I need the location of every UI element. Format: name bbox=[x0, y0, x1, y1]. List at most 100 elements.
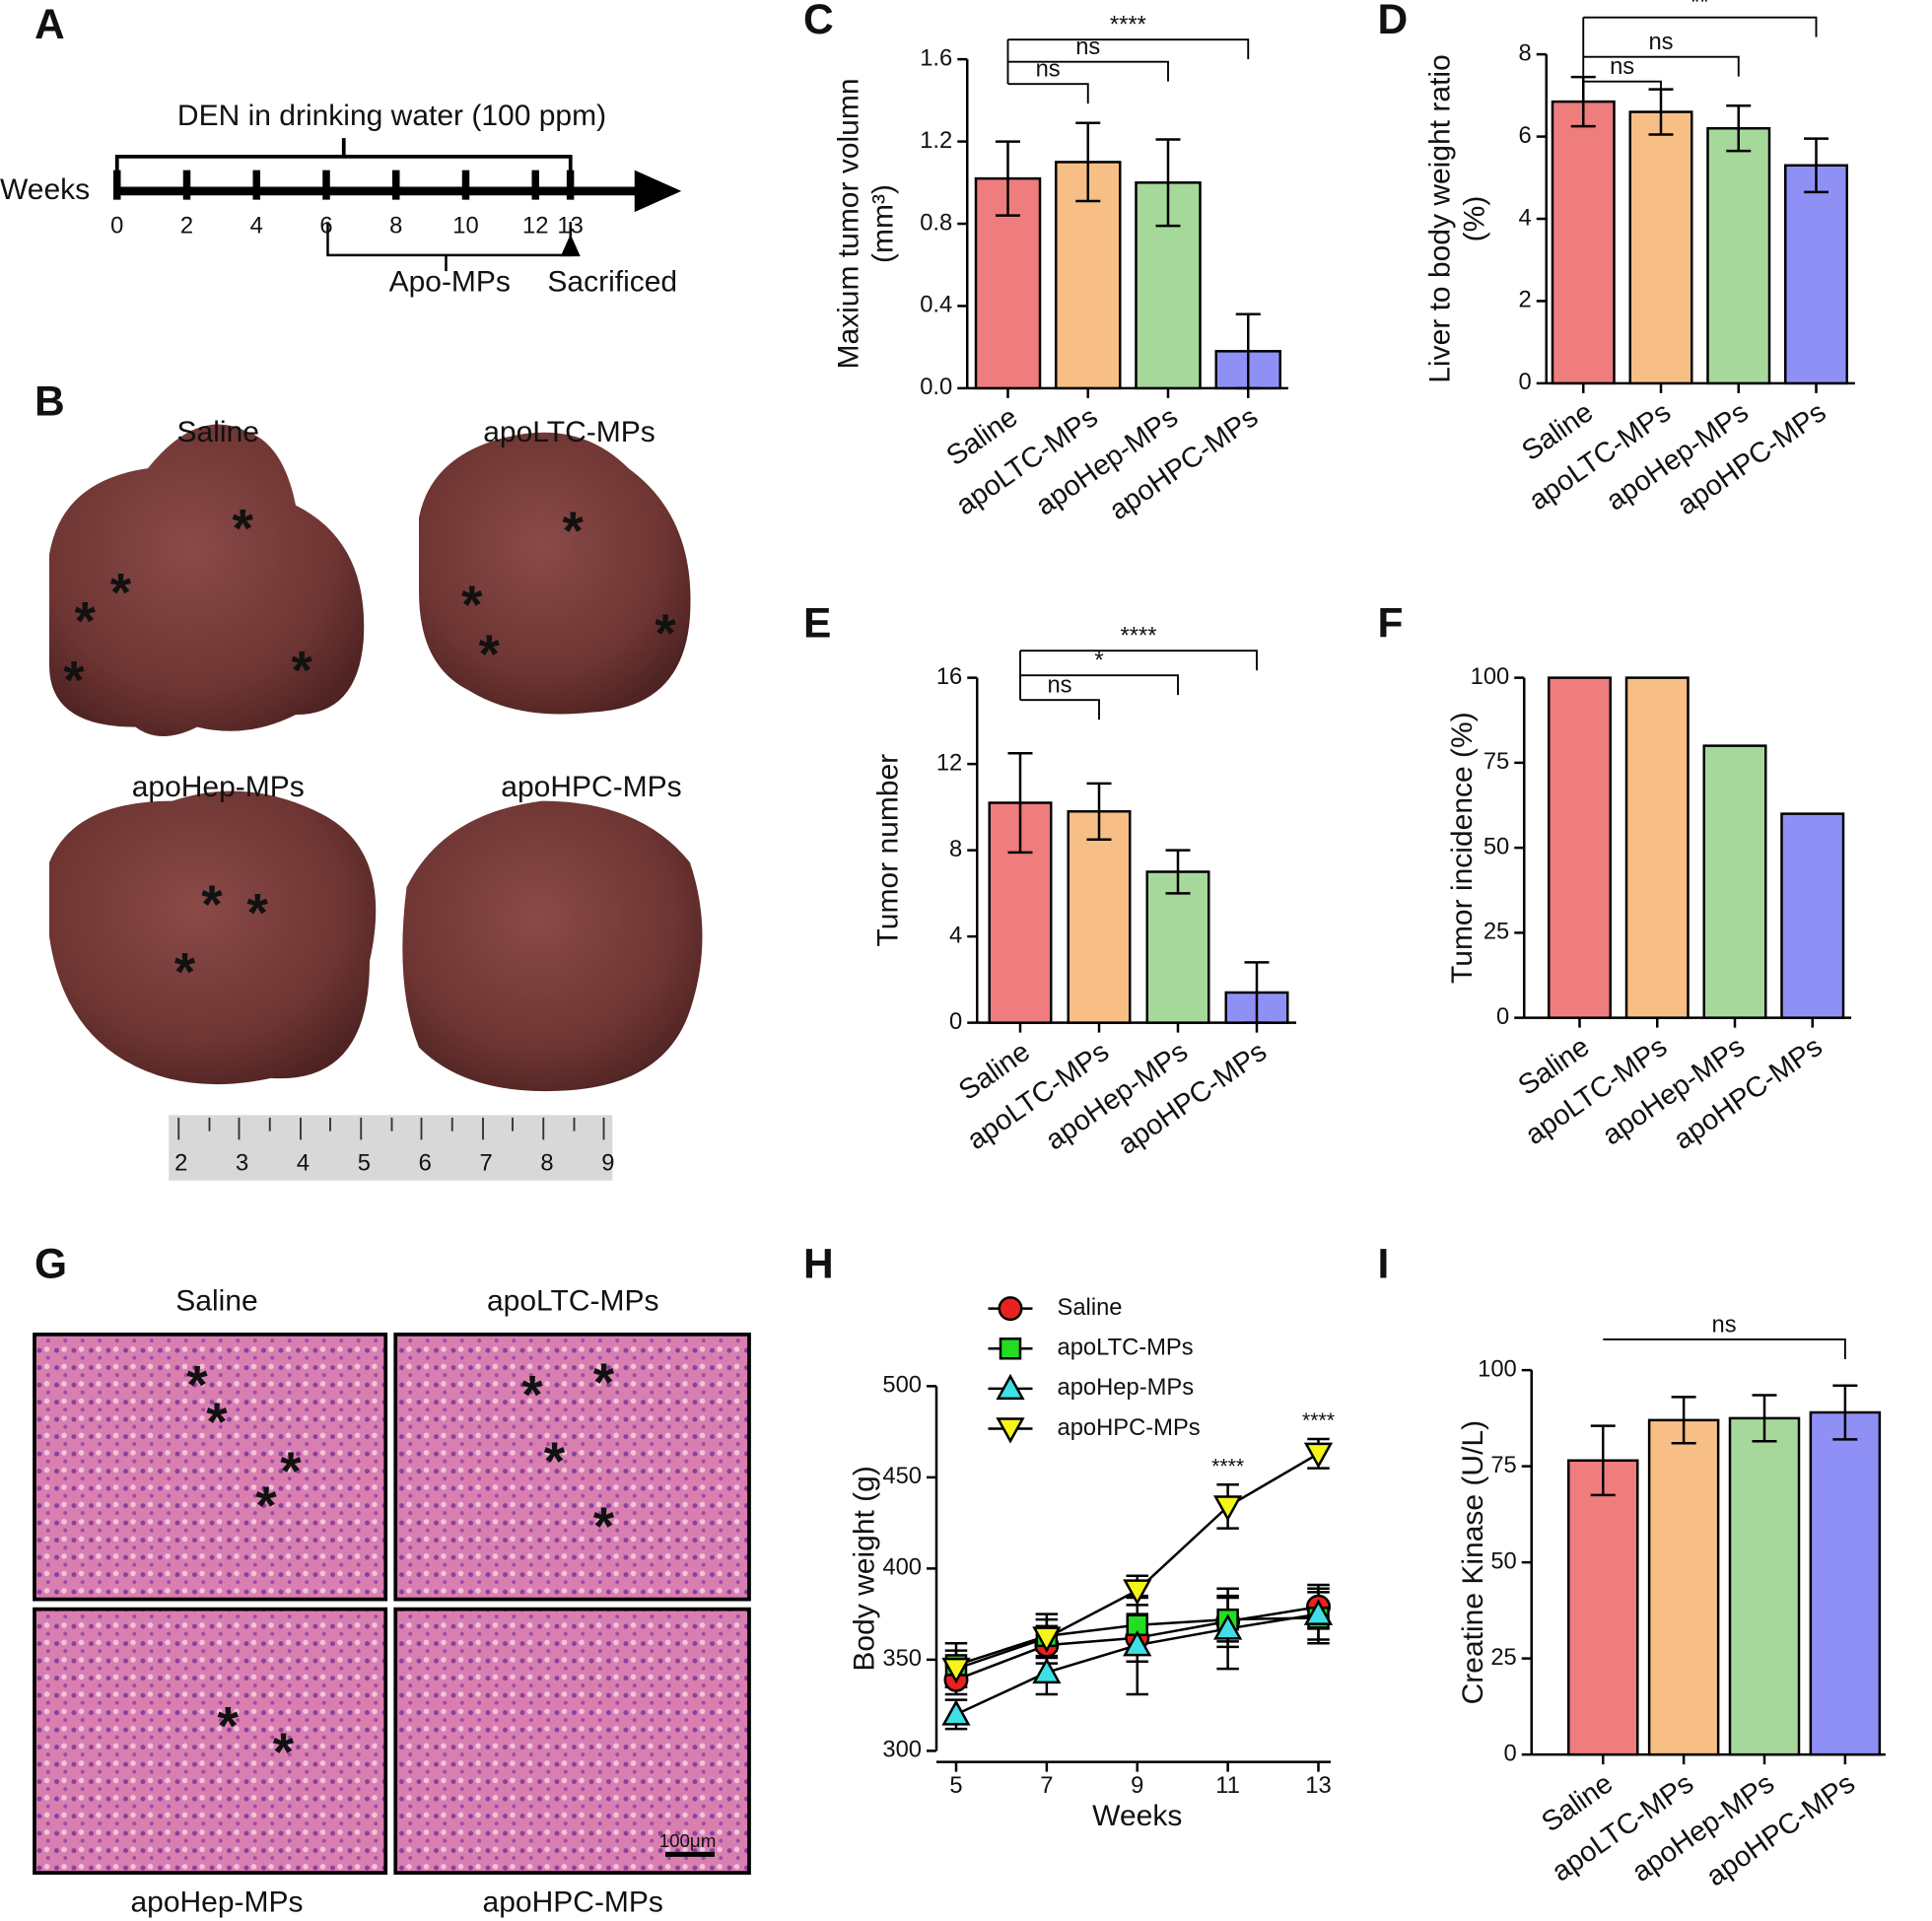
significance-bracket bbox=[1007, 60, 1169, 82]
x-tick-label: 13 bbox=[1305, 1772, 1331, 1799]
significance-label: ns bbox=[1610, 53, 1634, 80]
histology-marker: * bbox=[206, 1391, 228, 1452]
end-label: Sacrificed bbox=[547, 266, 677, 299]
ruler-label: 6 bbox=[419, 1150, 432, 1177]
bar bbox=[1728, 1416, 1801, 1756]
ruler-label: 7 bbox=[480, 1150, 493, 1177]
tumor-marker: * bbox=[75, 589, 97, 651]
week-label: 2 bbox=[180, 212, 193, 239]
tumor-marker: * bbox=[110, 562, 132, 623]
tumor-marker: * bbox=[233, 498, 254, 559]
legend-label: Saline bbox=[1058, 1294, 1123, 1321]
significance-bracket bbox=[1020, 650, 1258, 671]
significance-label: **** bbox=[1110, 12, 1146, 38]
y-tick-label: 500 bbox=[882, 1372, 922, 1399]
week-label: 10 bbox=[452, 212, 478, 239]
y-tick-label: 100 bbox=[1478, 1355, 1517, 1382]
y-tick-label: 8 bbox=[949, 836, 962, 862]
y-tick-label: 12 bbox=[936, 749, 962, 776]
histology-marker: * bbox=[593, 1351, 615, 1412]
y-axis-label: Maxium tumor volumn bbox=[832, 78, 864, 369]
marker bbox=[1123, 1579, 1152, 1606]
tumor-marker: * bbox=[247, 882, 269, 943]
histology-marker: * bbox=[218, 1695, 240, 1756]
marker bbox=[941, 1657, 971, 1684]
timeline bbox=[113, 138, 682, 272]
significance-bracket bbox=[1007, 83, 1089, 104]
x-tick-label: 11 bbox=[1215, 1772, 1240, 1799]
y-axis-label: (%) bbox=[1458, 196, 1490, 242]
week-label: 0 bbox=[110, 212, 123, 239]
y-tick-label: 16 bbox=[936, 663, 962, 690]
marker bbox=[996, 1417, 1025, 1444]
ruler-label: 5 bbox=[358, 1150, 371, 1177]
tumor-marker: * bbox=[63, 649, 85, 710]
panel-label: A bbox=[34, 2, 65, 48]
y-tick-label: 0.4 bbox=[920, 292, 952, 318]
bar bbox=[1624, 676, 1690, 1019]
y-tick-label: 1.6 bbox=[920, 44, 952, 71]
y-axis-label: Creatine Kinase (U/L) bbox=[1457, 1420, 1489, 1704]
y-tick-label: 100 bbox=[1471, 663, 1510, 690]
significance-bracket bbox=[1020, 699, 1100, 720]
week-label: 13 bbox=[557, 212, 583, 239]
y-axis-label: Tumor incidence (%) bbox=[1446, 712, 1479, 984]
y-tick-label: 0.0 bbox=[920, 374, 952, 400]
significance-label: ** bbox=[1690, 0, 1709, 16]
significance-label: ns bbox=[1648, 29, 1673, 55]
significance-bracket bbox=[1583, 55, 1740, 77]
histology-marker: * bbox=[255, 1475, 277, 1536]
histology-label: Saline bbox=[175, 1284, 257, 1317]
legend-label: apoHep-MPs bbox=[1058, 1374, 1195, 1401]
y-tick-label: 0 bbox=[1496, 1003, 1509, 1030]
panel-label: B bbox=[34, 378, 65, 425]
y-tick-label: 0.8 bbox=[920, 209, 952, 236]
histology-images bbox=[33, 1333, 751, 1875]
week-label: 8 bbox=[389, 212, 402, 239]
significance-bracket bbox=[1583, 16, 1818, 37]
significance-bracket bbox=[1583, 80, 1662, 102]
bar bbox=[1567, 1459, 1639, 1756]
bar bbox=[1706, 126, 1771, 385]
marker bbox=[941, 1699, 971, 1726]
ruler-label: 9 bbox=[601, 1150, 614, 1177]
panel-label: F bbox=[1378, 600, 1404, 647]
bar bbox=[1548, 676, 1612, 1019]
photo-label: apoHPC-MPs bbox=[501, 771, 681, 803]
week-label: 4 bbox=[250, 212, 263, 239]
photo-label: Saline bbox=[177, 416, 259, 448]
den-label: DEN in drinking water (100 ppm) bbox=[177, 100, 606, 132]
y-axis-label: (mm³) bbox=[866, 184, 899, 263]
tumor-marker: * bbox=[461, 574, 483, 635]
legend-label: apoLTC-MPs bbox=[1058, 1335, 1194, 1361]
significance-bracket bbox=[1603, 1338, 1846, 1359]
x-tick-label: 5 bbox=[949, 1772, 962, 1799]
marker bbox=[1123, 1630, 1152, 1657]
panel-label: G bbox=[34, 1241, 67, 1287]
bar bbox=[1702, 744, 1767, 1019]
histology-marker: * bbox=[544, 1430, 566, 1491]
significance-label: ns bbox=[1712, 1311, 1737, 1338]
marker bbox=[999, 1338, 1022, 1360]
y-tick-label: 2 bbox=[1519, 287, 1532, 313]
marker bbox=[1032, 1626, 1062, 1653]
bar bbox=[1784, 164, 1848, 385]
y-tick-label: 4 bbox=[1519, 204, 1532, 231]
y-tick-label: 350 bbox=[882, 1645, 922, 1672]
x-tick-label: 7 bbox=[1040, 1772, 1053, 1799]
annotation: **** bbox=[1211, 1454, 1244, 1477]
y-tick-label: 25 bbox=[1484, 919, 1509, 945]
photo-label: apoLTC-MPs bbox=[483, 416, 656, 448]
tumor-marker: * bbox=[174, 941, 196, 1002]
tumor-marker: * bbox=[479, 623, 501, 684]
tumor-marker: * bbox=[201, 873, 223, 934]
marker bbox=[998, 1296, 1023, 1322]
y-tick-label: 6 bbox=[1519, 122, 1532, 149]
panel-label: D bbox=[1378, 0, 1409, 43]
y-tick-label: 0 bbox=[1519, 369, 1532, 395]
scale-bar-label: 100μm bbox=[659, 1830, 717, 1851]
marker bbox=[1213, 1495, 1243, 1522]
tumor-marker: * bbox=[655, 602, 676, 663]
y-tick-label: 75 bbox=[1490, 1452, 1516, 1478]
